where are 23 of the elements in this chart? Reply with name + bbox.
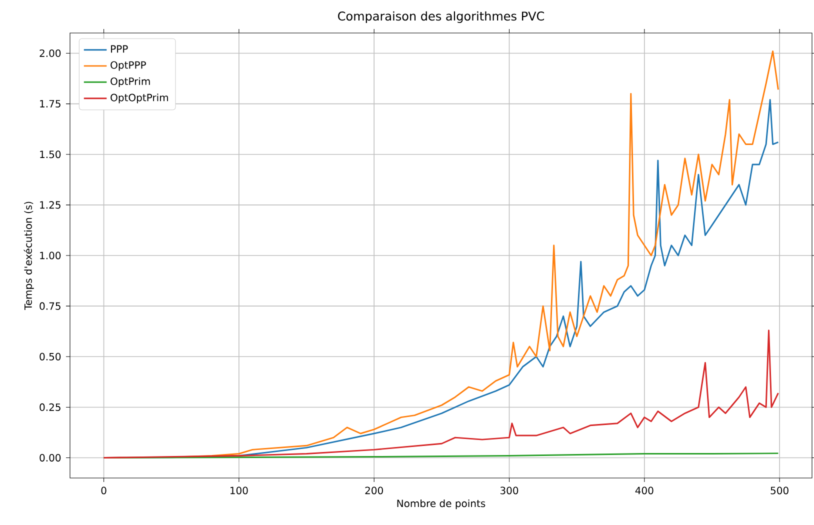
- y-tick-label: 1.50: [40, 150, 61, 158]
- y-tick-label: 1.75: [40, 100, 60, 108]
- x-tick-label: 400: [635, 486, 654, 494]
- x-axis-title: Nombre de points: [397, 499, 486, 510]
- y-tick-label: 0.75: [40, 302, 60, 310]
- line-series: [103, 330, 779, 459]
- x-tick-label: 300: [500, 486, 518, 494]
- y-tick-label: 1.00: [40, 252, 61, 260]
- x-tick-label: 200: [365, 486, 383, 494]
- legend-label: PPP: [111, 45, 128, 53]
- y-tick-label: 1.25: [40, 201, 60, 209]
- y-tick-label: 0.50: [40, 352, 61, 360]
- y-tick-label: 0.00: [40, 454, 61, 462]
- chart-title: Comparaison des algorithmes PVC: [338, 11, 544, 23]
- legend-label: OptPPP: [110, 61, 146, 71]
- x-tick-label: 500: [770, 486, 788, 494]
- legend-label: OptOptPrim: [110, 94, 168, 104]
- y-tick-label: 2.00: [40, 49, 61, 58]
- y-axis-title: Temps d'exécution (s): [24, 202, 34, 310]
- x-tick-label: 100: [230, 486, 248, 494]
- y-tick-label: 0.25: [40, 403, 60, 411]
- legend-label: OptPrim: [110, 77, 150, 87]
- x-tick-label: 0: [101, 486, 106, 494]
